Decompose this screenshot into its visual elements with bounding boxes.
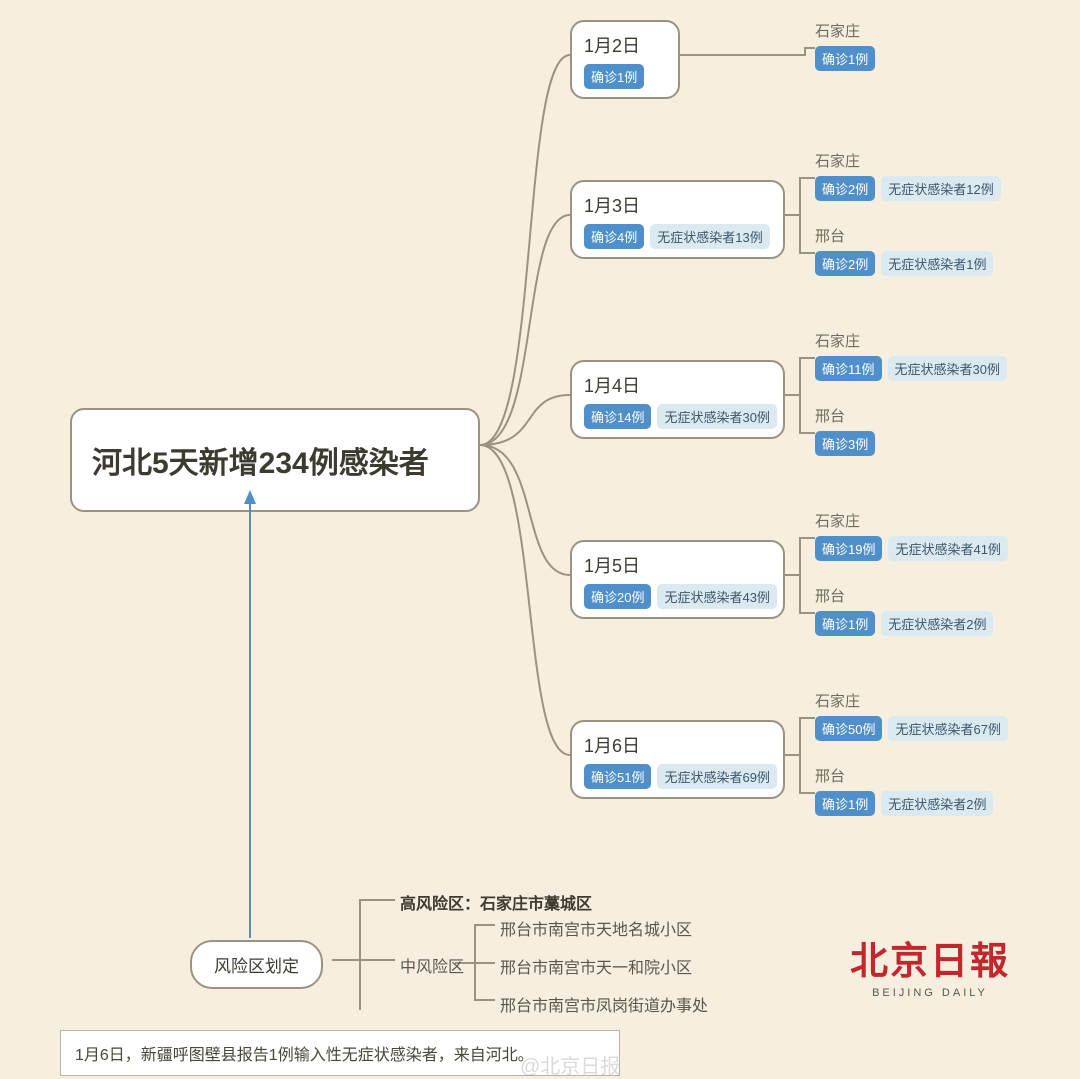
confirmed-tag: 确诊50例 xyxy=(815,716,882,741)
confirmed-tag: 确诊1例 xyxy=(815,46,875,71)
city-name: 石家庄 xyxy=(815,20,875,41)
risk-node: 风险区划定 xyxy=(190,940,323,989)
city-tags: 确诊1例 xyxy=(815,46,875,71)
date-label: 1月6日 xyxy=(584,732,771,758)
city-tags: 确诊1例无症状感染者2例 xyxy=(815,611,993,636)
confirmed-tag: 确诊1例 xyxy=(815,611,875,636)
confirmed-tag: 确诊3例 xyxy=(815,431,875,456)
date-node-2: 1月4日确诊14例无症状感染者30例 xyxy=(570,360,785,439)
city-tags: 确诊2例无症状感染者12例 xyxy=(815,176,1001,201)
confirmed-tag: 确诊20例 xyxy=(584,584,651,609)
asymptomatic-tag: 无症状感染者2例 xyxy=(881,611,993,636)
source-logo: 北京日報 BEIJING DAILY xyxy=(850,930,1010,999)
asymptomatic-tag: 无症状感染者13例 xyxy=(650,224,769,249)
date-node-4: 1月6日确诊51例无症状感染者69例 xyxy=(570,720,785,799)
date-label: 1月5日 xyxy=(584,552,771,578)
confirmed-tag: 确诊1例 xyxy=(584,64,644,89)
date-node-1: 1月3日确诊4例无症状感染者13例 xyxy=(570,180,785,259)
confirmed-tag: 确诊51例 xyxy=(584,764,651,789)
asymptomatic-tag: 无症状感染者1例 xyxy=(881,251,993,276)
city-tags: 确诊2例无症状感染者1例 xyxy=(815,251,993,276)
date-label: 1月2日 xyxy=(584,32,666,58)
root-node: 河北5天新增234例感染者 xyxy=(70,408,480,512)
risk-high-label: 高风险区：石家庄市藁城区 xyxy=(400,890,592,914)
city-name: 邢台 xyxy=(815,405,875,426)
bottom-note-text: 1月6日，新疆呼图壁县报告1例输入性无症状感染者，来自河北。 xyxy=(75,1047,534,1064)
city-tags: 确诊19例无症状感染者41例 xyxy=(815,536,1008,561)
city-group-2-1: 邢台确诊3例 xyxy=(815,405,875,456)
risk-mid-item-0: 邢台市南宫市天地名城小区 xyxy=(500,916,692,940)
date-label: 1月3日 xyxy=(584,192,771,218)
city-name: 石家庄 xyxy=(815,690,1008,711)
date-node-3: 1月5日确诊20例无症状感染者43例 xyxy=(570,540,785,619)
city-group-4-1: 邢台确诊1例无症状感染者2例 xyxy=(815,765,993,816)
date-tags: 确诊14例无症状感染者30例 xyxy=(584,404,771,429)
risk-title: 风险区划定 xyxy=(214,957,299,976)
confirmed-tag: 确诊2例 xyxy=(815,176,875,201)
city-group-1-0: 石家庄确诊2例无症状感染者12例 xyxy=(815,150,1001,201)
asymptomatic-tag: 无症状感染者41例 xyxy=(888,536,1007,561)
risk-mid-label: 中风险区 xyxy=(400,953,464,977)
city-tags: 确诊11例无症状感染者30例 xyxy=(815,356,1007,381)
asymptomatic-tag: 无症状感染者67例 xyxy=(888,716,1007,741)
logo-cn: 北京日報 xyxy=(850,930,1010,985)
city-group-2-0: 石家庄确诊11例无症状感染者30例 xyxy=(815,330,1007,381)
city-tags: 确诊3例 xyxy=(815,431,875,456)
asymptomatic-tag: 无症状感染者2例 xyxy=(881,791,993,816)
confirmed-tag: 确诊14例 xyxy=(584,404,651,429)
asymptomatic-tag: 无症状感染者30例 xyxy=(657,404,776,429)
city-group-0-0: 石家庄确诊1例 xyxy=(815,20,875,71)
city-name: 邢台 xyxy=(815,585,993,606)
city-group-3-1: 邢台确诊1例无症状感染者2例 xyxy=(815,585,993,636)
date-tags: 确诊4例无症状感染者13例 xyxy=(584,224,771,249)
date-label: 1月4日 xyxy=(584,372,771,398)
date-tags: 确诊51例无症状感染者69例 xyxy=(584,764,771,789)
date-node-0: 1月2日确诊1例 xyxy=(570,20,680,99)
city-tags: 确诊50例无症状感染者67例 xyxy=(815,716,1008,741)
confirmed-tag: 确诊4例 xyxy=(584,224,644,249)
asymptomatic-tag: 无症状感染者43例 xyxy=(657,584,776,609)
city-name: 石家庄 xyxy=(815,510,1008,531)
date-tags: 确诊1例 xyxy=(584,64,666,89)
logo-en: BEIJING DAILY xyxy=(850,987,1010,999)
city-group-4-0: 石家庄确诊50例无症状感染者67例 xyxy=(815,690,1008,741)
city-tags: 确诊1例无症状感染者2例 xyxy=(815,791,993,816)
confirmed-tag: 确诊19例 xyxy=(815,536,882,561)
risk-mid-item-2: 邢台市南宫市凤岗街道办事处 xyxy=(500,992,708,1016)
city-name: 邢台 xyxy=(815,765,993,786)
confirmed-tag: 确诊2例 xyxy=(815,251,875,276)
asymptomatic-tag: 无症状感染者12例 xyxy=(881,176,1000,201)
city-group-1-1: 邢台确诊2例无症状感染者1例 xyxy=(815,225,993,276)
city-name: 邢台 xyxy=(815,225,993,246)
city-group-3-0: 石家庄确诊19例无症状感染者41例 xyxy=(815,510,1008,561)
city-name: 石家庄 xyxy=(815,150,1001,171)
city-name: 石家庄 xyxy=(815,330,1007,351)
confirmed-tag: 确诊11例 xyxy=(815,356,882,381)
root-title: 河北5天新增234例感染者 xyxy=(92,447,429,480)
confirmed-tag: 确诊1例 xyxy=(815,791,875,816)
watermark: @北京日报 xyxy=(520,1050,620,1079)
date-tags: 确诊20例无症状感染者43例 xyxy=(584,584,771,609)
asymptomatic-tag: 无症状感染者30例 xyxy=(888,356,1007,381)
asymptomatic-tag: 无症状感染者69例 xyxy=(657,764,776,789)
risk-mid-item-1: 邢台市南宫市天一和院小区 xyxy=(500,954,692,978)
